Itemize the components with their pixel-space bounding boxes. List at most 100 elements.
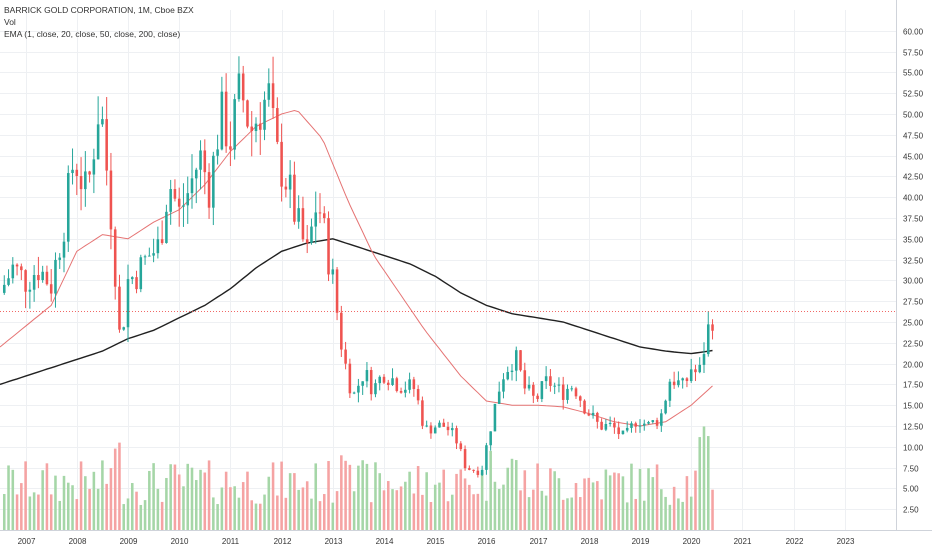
volume-bar (429, 501, 433, 530)
candle-body (37, 274, 40, 281)
volume-bar (322, 494, 326, 530)
price-axis[interactable]: 60.00 57.50 55.00 52.50 50.00 47.50 45.00 42.50… (896, 0, 932, 550)
candle-body (143, 256, 147, 258)
candle-body (126, 279, 130, 328)
price-tick-label: 7.50 (903, 465, 919, 474)
volume-bar (105, 483, 108, 530)
candle-body (84, 171, 87, 190)
time-axis[interactable]: 2007 2008 2009 2010 2011 2012 2013 2014 2015 2016… (0, 530, 932, 547)
candle-body (651, 420, 655, 423)
volume-bar (113, 448, 117, 530)
volume-bar (578, 497, 582, 530)
candle-body (148, 255, 151, 257)
candle-body (681, 378, 684, 381)
candle-body (497, 391, 501, 404)
volume-bar (672, 486, 676, 530)
candle-body (160, 239, 164, 243)
candle-body (327, 218, 330, 275)
volume-bar (177, 474, 181, 530)
time-tick-label: 2015 (427, 537, 445, 546)
volume-bar (510, 458, 514, 530)
volume-bar (340, 455, 343, 530)
volume-bar (433, 484, 437, 530)
candle-body (156, 239, 160, 254)
volume-bar (549, 468, 552, 530)
candle-body (165, 211, 168, 243)
candle-body (399, 390, 403, 393)
volume-bar (698, 437, 702, 530)
volume-bar (37, 494, 40, 530)
time-tick-label: 2007 (18, 537, 36, 546)
volume-bar (139, 504, 143, 530)
candle-body (459, 443, 463, 450)
candlesticks (2, 56, 714, 478)
volume-bar (79, 461, 83, 530)
candle-body (378, 376, 382, 384)
volume-bar (194, 480, 198, 530)
volume-bar (621, 476, 625, 530)
candle-body (352, 392, 356, 394)
candle-body (305, 239, 309, 243)
volume-bar (455, 473, 458, 530)
price-tick-label: 60.00 (903, 28, 924, 37)
candle-body (32, 274, 36, 290)
volume-bar (75, 499, 79, 530)
volume-bar (233, 486, 236, 530)
candle-body (310, 226, 313, 243)
candle-body (416, 389, 420, 401)
volume-bar (293, 473, 296, 530)
candle-body (391, 378, 394, 385)
volume-bar (694, 470, 697, 530)
candle-body (182, 205, 185, 207)
candle-body (660, 413, 663, 426)
price-tick-label: 40.00 (903, 194, 924, 203)
volume-bar (638, 468, 642, 530)
candle-body (625, 427, 629, 431)
volume-bar (450, 494, 454, 530)
candle-body (105, 119, 108, 171)
candle-body (369, 370, 373, 395)
price-tick-label: 30.00 (903, 277, 924, 286)
candle-body (412, 379, 416, 390)
candle-body (583, 400, 586, 414)
price-tick-label: 32.50 (903, 257, 924, 266)
volume-bar (702, 426, 706, 530)
volume-bar (647, 468, 650, 530)
price-tick-label: 17.50 (903, 381, 924, 390)
candle-body (271, 83, 275, 109)
volume-bar (583, 478, 586, 530)
price-tick-label: 37.50 (903, 215, 924, 224)
price-tick-label: 12.50 (903, 423, 924, 432)
volume-bar (96, 488, 100, 530)
volume-bar (250, 500, 254, 530)
volume-bars (2, 426, 714, 530)
candle-body (88, 171, 91, 175)
candle-body (549, 376, 552, 386)
time-tick-label: 2013 (325, 537, 343, 546)
candle-body (216, 149, 219, 156)
candle-body (600, 421, 603, 430)
price-tick-label: 55.00 (903, 69, 924, 78)
volume-bar (160, 501, 164, 530)
candle-body (348, 363, 352, 394)
volume-bar (263, 494, 266, 530)
candle-body (617, 427, 620, 435)
volume-bar (476, 493, 480, 530)
volume-bar (634, 498, 638, 530)
time-tick-label: 2011 (222, 537, 240, 546)
ema-200-path (0, 238, 713, 386)
volume-bar (382, 490, 386, 530)
volume-bar (41, 470, 44, 530)
candle-body (386, 382, 390, 385)
volume-bar (305, 481, 309, 530)
volume-bar (246, 471, 249, 530)
time-tick-label: 2012 (274, 537, 292, 546)
volume-bar (314, 463, 318, 530)
volume-bar (357, 465, 360, 530)
volume-bar (480, 472, 484, 530)
candle-body (293, 174, 296, 222)
candle-body (194, 169, 198, 179)
candle-body (429, 425, 433, 434)
candle-body (361, 381, 364, 386)
